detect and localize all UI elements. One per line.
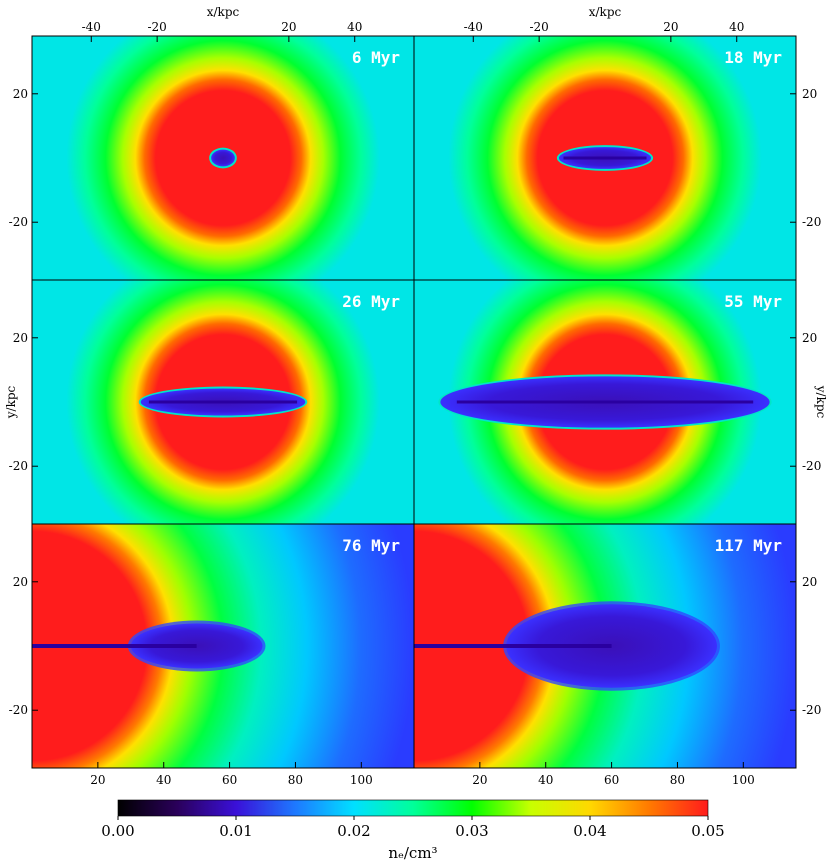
xtick-label: -20 <box>147 20 166 34</box>
jet-0 <box>414 644 612 648</box>
xtick-label: 40 <box>538 773 553 787</box>
ytick-label: -20 <box>802 459 821 473</box>
ytick-label: 20 <box>802 87 817 101</box>
ytick-label: 20 <box>802 331 817 345</box>
ytick-label: 20 <box>13 331 28 345</box>
xtick-label: 20 <box>281 20 296 34</box>
colorbar-tick-label: 0.05 <box>691 822 724 840</box>
time-label-4: 76 Myr <box>342 536 400 555</box>
panel-1 <box>414 36 796 280</box>
top-xaxis-label: x/kpc <box>207 5 240 19</box>
right-yaxis-label: y/kpc <box>814 385 828 419</box>
time-label-5: 117 Myr <box>715 536 782 555</box>
panel-frame-5 <box>413 523 797 769</box>
xtick-label: -40 <box>464 20 483 34</box>
time-label-2: 26 Myr <box>342 292 400 311</box>
xtick-label: 80 <box>670 773 685 787</box>
panel-3 <box>414 280 796 524</box>
xtick-label: -20 <box>529 20 548 34</box>
time-label-3: 55 Myr <box>724 292 782 311</box>
xtick-label: -40 <box>82 20 101 34</box>
xtick-label: 100 <box>350 773 373 787</box>
jet-0 <box>563 156 647 160</box>
top-xaxis-label: x/kpc <box>589 5 622 19</box>
colorbar-label: nₑ/cm³ <box>388 844 437 862</box>
panel-0 <box>32 36 414 280</box>
colorbar-tick-label: 0.02 <box>337 822 370 840</box>
colorbar <box>117 799 709 817</box>
xtick-label: 20 <box>663 20 678 34</box>
panel-4 <box>32 524 414 768</box>
time-label-0: 6 Myr <box>352 48 400 67</box>
colorbar-tick-label: 0.03 <box>455 822 488 840</box>
ytick-label: -20 <box>9 215 28 229</box>
ytick-label: -20 <box>9 703 28 717</box>
ytick-label: -20 <box>802 703 821 717</box>
xtick-label: 40 <box>347 20 362 34</box>
left-yaxis-label: y/kpc <box>4 385 18 419</box>
xtick-label: 80 <box>288 773 303 787</box>
xtick-label: 20 <box>472 773 487 787</box>
jet-0 <box>32 644 197 648</box>
colorbar-tick-label: 0.04 <box>573 822 606 840</box>
panel-2 <box>32 280 414 524</box>
xtick-label: 40 <box>729 20 744 34</box>
ytick-label: 20 <box>13 87 28 101</box>
xtick-label: 40 <box>156 773 171 787</box>
jet-0 <box>148 400 298 404</box>
colorbar-tick-label: 0.01 <box>219 822 252 840</box>
ytick-label: -20 <box>802 215 821 229</box>
time-label-1: 18 Myr <box>724 48 782 67</box>
xtick-label: 60 <box>604 773 619 787</box>
lobe-0 <box>211 149 235 167</box>
ytick-label: 20 <box>802 575 817 589</box>
ytick-label: 20 <box>13 575 28 589</box>
xtick-label: 60 <box>222 773 237 787</box>
ytick-label: -20 <box>9 459 28 473</box>
panel-5 <box>414 524 796 768</box>
xtick-label: 20 <box>90 773 105 787</box>
jet-0 <box>456 400 754 404</box>
colorbar-tick-label: 0.00 <box>101 822 134 840</box>
xtick-label: 100 <box>732 773 755 787</box>
